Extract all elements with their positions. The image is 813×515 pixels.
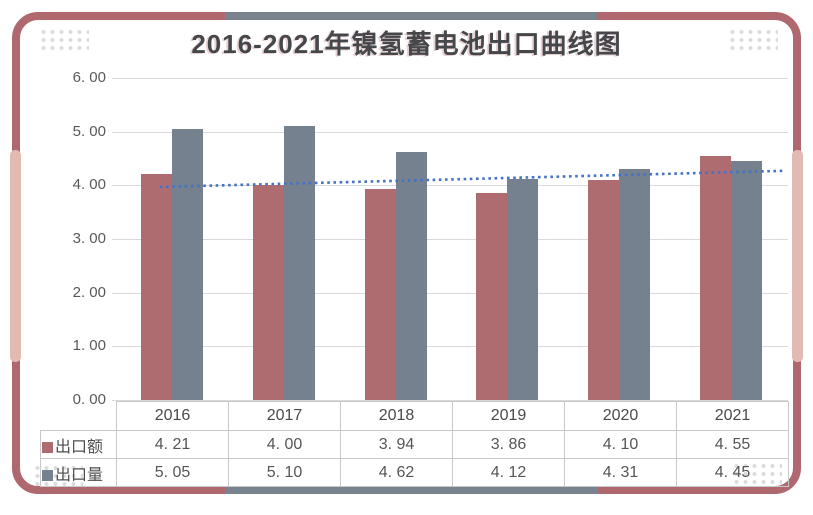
table-header-2019: 2019 xyxy=(452,401,565,431)
table-header-2017: 2017 xyxy=(228,401,341,431)
legend-cell-export-value: 出口额 xyxy=(40,430,117,459)
table-header-row: 2016 2017 2018 2019 2020 2021 xyxy=(41,401,789,431)
chart-title: 2016-2021年镍氢蓄电池出口曲线图 xyxy=(191,29,622,59)
table-header-2016: 2016 xyxy=(116,401,229,431)
cell-export-value-2016: 4. 21 xyxy=(116,430,229,459)
table-header-2020: 2020 xyxy=(564,401,677,431)
bar-export-value-2021 xyxy=(699,155,731,400)
y-axis-tick-label: 3. 00 xyxy=(72,230,106,247)
gridline-5.00 xyxy=(112,131,788,133)
cell-export-volume-2017: 5. 10 xyxy=(228,458,341,487)
y-axis-tick-label: 5. 00 xyxy=(72,122,106,140)
data-table: 2016 2017 2018 2019 2020 2021 出口额 4. 21 4. 00 3. … xyxy=(40,401,789,487)
top-border-gray-accent xyxy=(225,12,597,20)
cell-export-value-2021: 4. 55 xyxy=(676,430,789,459)
legend-swatch-export-volume-icon xyxy=(42,469,53,481)
bar-export-value-2018 xyxy=(364,188,396,400)
gridline-2.00 xyxy=(112,292,788,294)
gridline-6.00 xyxy=(112,78,788,79)
cell-export-value-2018: 3. 94 xyxy=(340,430,453,459)
bar-export-value-2019 xyxy=(476,192,508,400)
bar-export-volume-2016 xyxy=(171,128,203,400)
cell-export-value-2020: 4. 10 xyxy=(564,430,677,459)
cell-export-value-2019: 3. 86 xyxy=(452,430,565,459)
cell-export-volume-2019: 4. 12 xyxy=(452,458,565,487)
y-axis-tick-label: 4. 00 xyxy=(72,176,106,194)
bar-export-value-2016 xyxy=(140,174,172,400)
bottom-border-gray-accent xyxy=(225,486,598,494)
cell-export-volume-2016: 5. 05 xyxy=(116,458,229,487)
bar-export-volume-2021 xyxy=(730,161,762,400)
corner-dots-top-left-icon xyxy=(38,27,89,50)
y-axis-tick-label: 2. 00 xyxy=(72,283,106,301)
gridline-4.00 xyxy=(112,185,788,187)
cell-export-value-2017: 4. 00 xyxy=(228,430,341,459)
bar-export-value-2017 xyxy=(252,185,284,400)
bar-export-volume-2018 xyxy=(395,152,427,400)
cell-export-volume-2021: 4. 45 xyxy=(676,458,789,487)
table-row-export-value: 出口额 4. 21 4. 00 3. 94 3. 86 4. 10 4. 55 xyxy=(40,430,789,459)
y-axis-tick-label: 0. 00 xyxy=(72,391,106,408)
corner-dots-top-right-icon xyxy=(727,27,778,50)
table-header-2018: 2018 xyxy=(340,401,453,431)
bar-export-volume-2019 xyxy=(507,178,539,400)
right-border-pink-accent xyxy=(792,150,803,362)
legend-label-export-volume: 出口量 xyxy=(55,466,104,484)
y-axis-tick-label: 1. 00 xyxy=(72,337,106,355)
gridline-0.00 xyxy=(112,400,788,401)
gridline-1.00 xyxy=(112,346,788,348)
bar-export-volume-2017 xyxy=(283,126,315,400)
cell-export-volume-2018: 4. 62 xyxy=(340,458,453,487)
cell-export-volume-2020: 4. 31 xyxy=(564,458,677,487)
y-axis-tick-label: 6. 00 xyxy=(72,69,106,86)
bar-export-value-2020 xyxy=(588,179,620,400)
table-row-export-volume: 出口量 5. 05 5. 10 4. 62 4. 12 4. 31 4. 45 xyxy=(40,458,789,487)
bar-export-volume-2020 xyxy=(619,168,651,400)
legend-label-export-value: 出口额 xyxy=(55,438,104,456)
table-corner-cell xyxy=(41,402,117,431)
legend-swatch-export-value-icon xyxy=(42,441,53,453)
gridline-3.00 xyxy=(112,239,788,240)
table-header-2021: 2021 xyxy=(676,401,789,431)
legend-cell-export-volume: 出口量 xyxy=(40,458,117,487)
left-border-pink-accent xyxy=(10,150,21,362)
